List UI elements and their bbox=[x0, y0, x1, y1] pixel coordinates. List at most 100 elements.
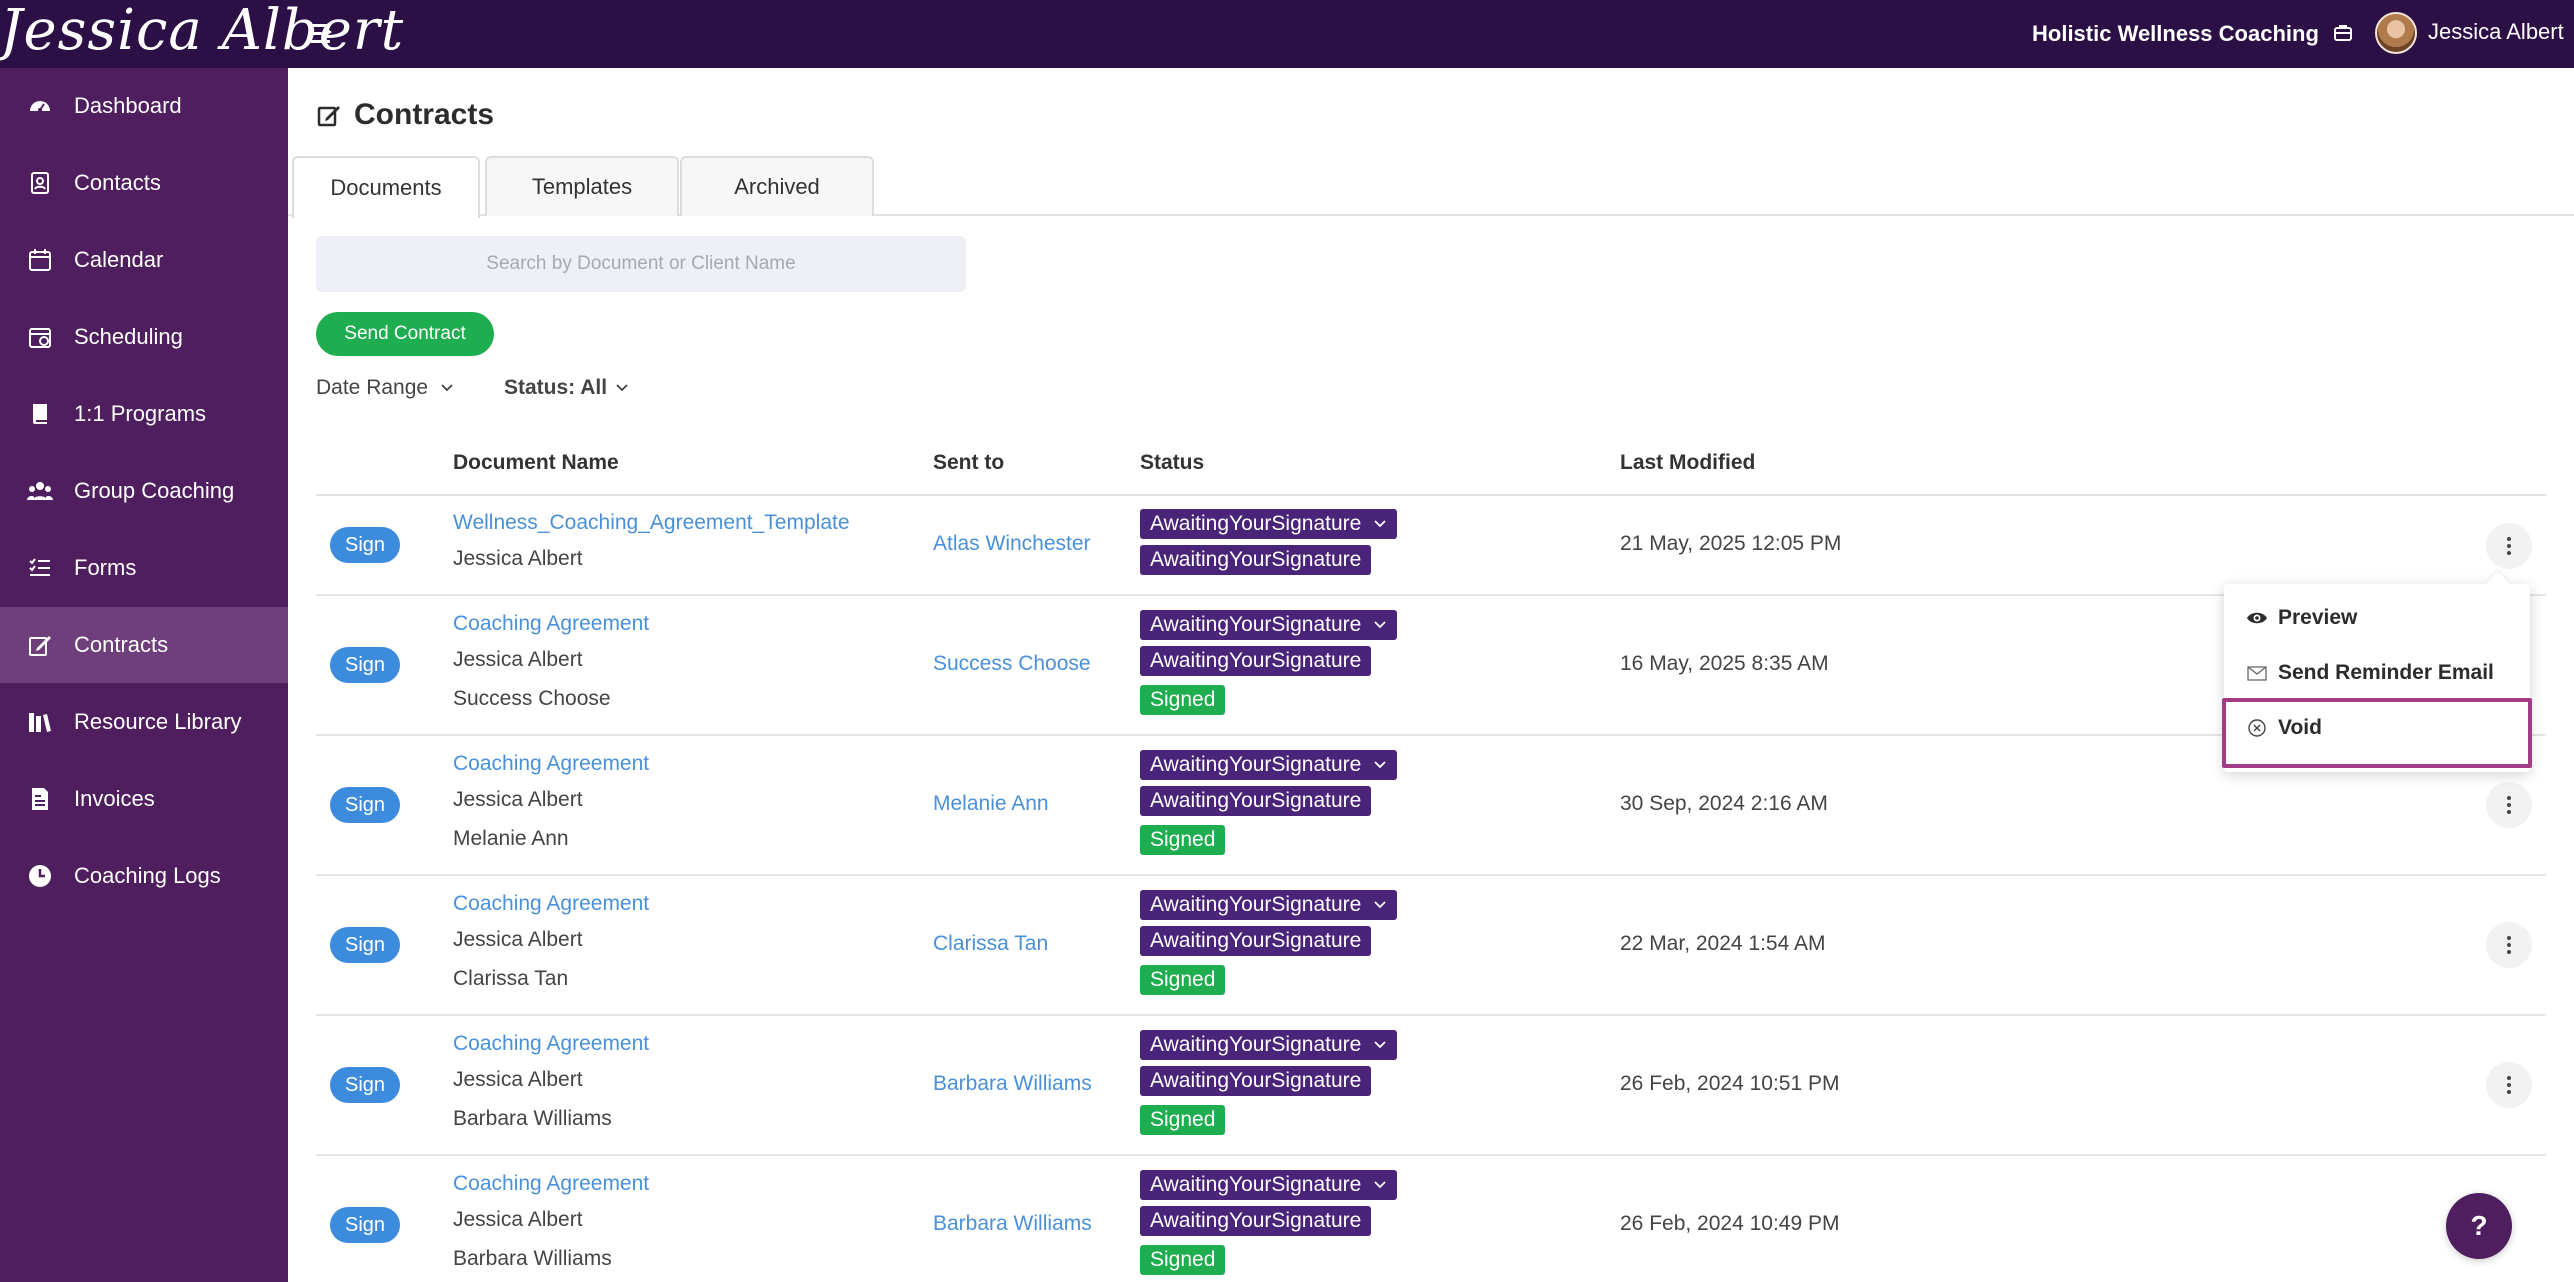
tab-archived[interactable]: Archived bbox=[680, 156, 874, 216]
user-name[interactable]: Jessica Albert bbox=[2428, 19, 2564, 44]
status-badge: AwaitingYourSignature bbox=[1140, 926, 1372, 956]
status-badge: AwaitingYourSignature bbox=[1140, 646, 1372, 676]
tab-documents[interactable]: Documents bbox=[292, 156, 480, 218]
sidebar-item-label: Coaching Logs bbox=[74, 863, 221, 888]
void-highlight-frame bbox=[2222, 698, 2532, 768]
chevron-down-icon bbox=[1374, 621, 1386, 629]
date-range-filter[interactable]: Date Range bbox=[316, 376, 454, 400]
column-header-sent-to[interactable]: Sent to bbox=[933, 451, 1005, 474]
recipient-link[interactable]: Success Choose bbox=[933, 652, 1091, 675]
more-options-icon[interactable] bbox=[2486, 782, 2532, 828]
signer-name: Success Choose bbox=[453, 687, 611, 710]
status-badge: AwaitingYourSignature bbox=[1140, 1066, 1372, 1096]
recipient-link[interactable]: Clarissa Tan bbox=[933, 932, 1049, 955]
table-row: Sign Coaching Agreement Jessica Albert S… bbox=[316, 596, 2546, 736]
sign-button[interactable]: Sign bbox=[330, 787, 400, 823]
menu-item-preview[interactable]: Preview bbox=[2246, 606, 2357, 630]
status-label: AwaitingYourSignature bbox=[1150, 512, 1362, 535]
status-badge[interactable]: AwaitingYourSignature bbox=[1140, 1170, 1398, 1200]
column-header-document[interactable]: Document Name bbox=[453, 451, 619, 474]
table-row: Sign Coaching Agreement Jessica Albert B… bbox=[316, 1016, 2546, 1156]
send-contract-button[interactable]: Send Contract bbox=[316, 312, 494, 356]
chevron-down-icon bbox=[1374, 901, 1386, 909]
status-badge[interactable]: AwaitingYourSignature bbox=[1140, 890, 1398, 920]
sidebar-item-calendar[interactable]: Calendar bbox=[0, 222, 288, 298]
menu-item-void[interactable]: Void bbox=[2246, 716, 2322, 740]
status-badge: AwaitingYourSignature bbox=[1140, 786, 1372, 816]
library-icon bbox=[27, 709, 53, 735]
sidebar-item-dashboard[interactable]: Dashboard bbox=[0, 68, 288, 144]
status-badge[interactable]: AwaitingYourSignature bbox=[1140, 1030, 1398, 1060]
status-filter-label: Status: All bbox=[504, 376, 608, 399]
chevron-down-icon bbox=[1374, 520, 1386, 528]
sign-button[interactable]: Sign bbox=[330, 1207, 400, 1243]
menu-item-label: Preview bbox=[2278, 606, 2358, 629]
briefcase-icon[interactable] bbox=[2333, 23, 2353, 43]
signer-name: Clarissa Tan bbox=[453, 967, 569, 990]
avatar[interactable] bbox=[2375, 12, 2417, 54]
group-icon bbox=[27, 478, 53, 504]
more-options-icon[interactable] bbox=[2486, 1062, 2532, 1108]
status-badge: AwaitingYourSignature bbox=[1140, 1206, 1372, 1236]
sign-button[interactable]: Sign bbox=[330, 527, 400, 563]
document-link[interactable]: Coaching Agreement bbox=[453, 752, 650, 775]
scheduling-icon bbox=[27, 324, 53, 350]
sidebar-item-forms[interactable]: Forms bbox=[0, 530, 288, 606]
document-link[interactable]: Wellness_Coaching_Agreement_Template bbox=[453, 511, 850, 534]
void-circle-icon bbox=[2248, 719, 2266, 737]
chevron-down-icon bbox=[1374, 761, 1386, 769]
sidebar-item-scheduling[interactable]: Scheduling bbox=[0, 299, 288, 375]
menu-item-send-reminder[interactable]: Send Reminder Email bbox=[2246, 661, 2494, 685]
table-row: Sign Coaching Agreement Jessica Albert M… bbox=[316, 736, 2546, 876]
document-link[interactable]: Coaching Agreement bbox=[453, 1032, 650, 1055]
sign-button[interactable]: Sign bbox=[330, 927, 400, 963]
document-link[interactable]: Coaching Agreement bbox=[453, 612, 650, 635]
table-header-divider bbox=[316, 494, 2546, 496]
last-modified: 30 Sep, 2024 2:16 AM bbox=[1620, 792, 1828, 815]
page-title: Contracts bbox=[354, 98, 495, 131]
sidebar-item-label: Scheduling bbox=[74, 324, 183, 349]
sidebar-item-coaching-logs[interactable]: Coaching Logs bbox=[0, 838, 288, 914]
status-badge: AwaitingYourSignature bbox=[1140, 545, 1372, 575]
table-row: Sign Coaching Agreement Jessica Albert C… bbox=[316, 876, 2546, 1016]
column-header-last-modified[interactable]: Last Modified bbox=[1620, 451, 1756, 474]
status-badge[interactable]: AwaitingYourSignature bbox=[1140, 610, 1398, 640]
status-filter[interactable]: Status: All bbox=[504, 376, 629, 400]
status-label: AwaitingYourSignature bbox=[1150, 893, 1362, 916]
signer-name: Jessica Albert bbox=[453, 1208, 583, 1231]
recipient-link[interactable]: Barbara Williams bbox=[933, 1072, 1092, 1095]
recipient-link[interactable]: Melanie Ann bbox=[933, 792, 1049, 815]
recipient-link[interactable]: Barbara Williams bbox=[933, 1212, 1092, 1235]
more-options-icon[interactable] bbox=[2486, 922, 2532, 968]
sidebar-item-programs[interactable]: 1:1 Programs bbox=[0, 376, 288, 452]
sign-button[interactable]: Sign bbox=[330, 647, 400, 683]
status-badge[interactable]: AwaitingYourSignature bbox=[1140, 750, 1398, 780]
recipient-link[interactable]: Atlas Winchester bbox=[933, 532, 1091, 555]
sidebar-item-group-coaching[interactable]: Group Coaching bbox=[0, 453, 288, 529]
column-header-status[interactable]: Status bbox=[1140, 451, 1205, 474]
signer-name: Melanie Ann bbox=[453, 827, 569, 850]
sign-button[interactable]: Sign bbox=[330, 1067, 400, 1103]
status-badge[interactable]: AwaitingYourSignature bbox=[1140, 509, 1398, 539]
sidebar-item-resource-library[interactable]: Resource Library bbox=[0, 684, 288, 760]
chevron-down-icon bbox=[1374, 1181, 1386, 1189]
sidebar-item-contracts[interactable]: Contracts bbox=[0, 607, 288, 683]
document-link[interactable]: Coaching Agreement bbox=[453, 892, 650, 915]
status-badge: Signed bbox=[1140, 1245, 1226, 1275]
status-label: AwaitingYourSignature bbox=[1150, 1033, 1362, 1056]
more-options-icon[interactable] bbox=[2486, 523, 2532, 569]
help-button[interactable]: ? bbox=[2446, 1193, 2512, 1259]
tab-templates[interactable]: Templates bbox=[485, 156, 679, 216]
sidebar-item-invoices[interactable]: Invoices bbox=[0, 761, 288, 837]
sidebar-item-contacts[interactable]: Contacts bbox=[0, 145, 288, 221]
document-link[interactable]: Coaching Agreement bbox=[453, 1172, 650, 1195]
sidebar-item-label: Calendar bbox=[74, 247, 164, 272]
search-input[interactable] bbox=[316, 236, 966, 292]
invoices-icon bbox=[27, 786, 53, 812]
forms-icon bbox=[27, 555, 53, 581]
table-row: Sign Coaching Agreement Jessica Albert B… bbox=[316, 1156, 2546, 1282]
status-badge: Signed bbox=[1140, 685, 1226, 715]
menu-toggle-icon[interactable] bbox=[308, 22, 334, 46]
business-name[interactable]: Holistic Wellness Coaching bbox=[2032, 21, 2319, 46]
logo[interactable]: Jessica Albert bbox=[0, 0, 405, 63]
